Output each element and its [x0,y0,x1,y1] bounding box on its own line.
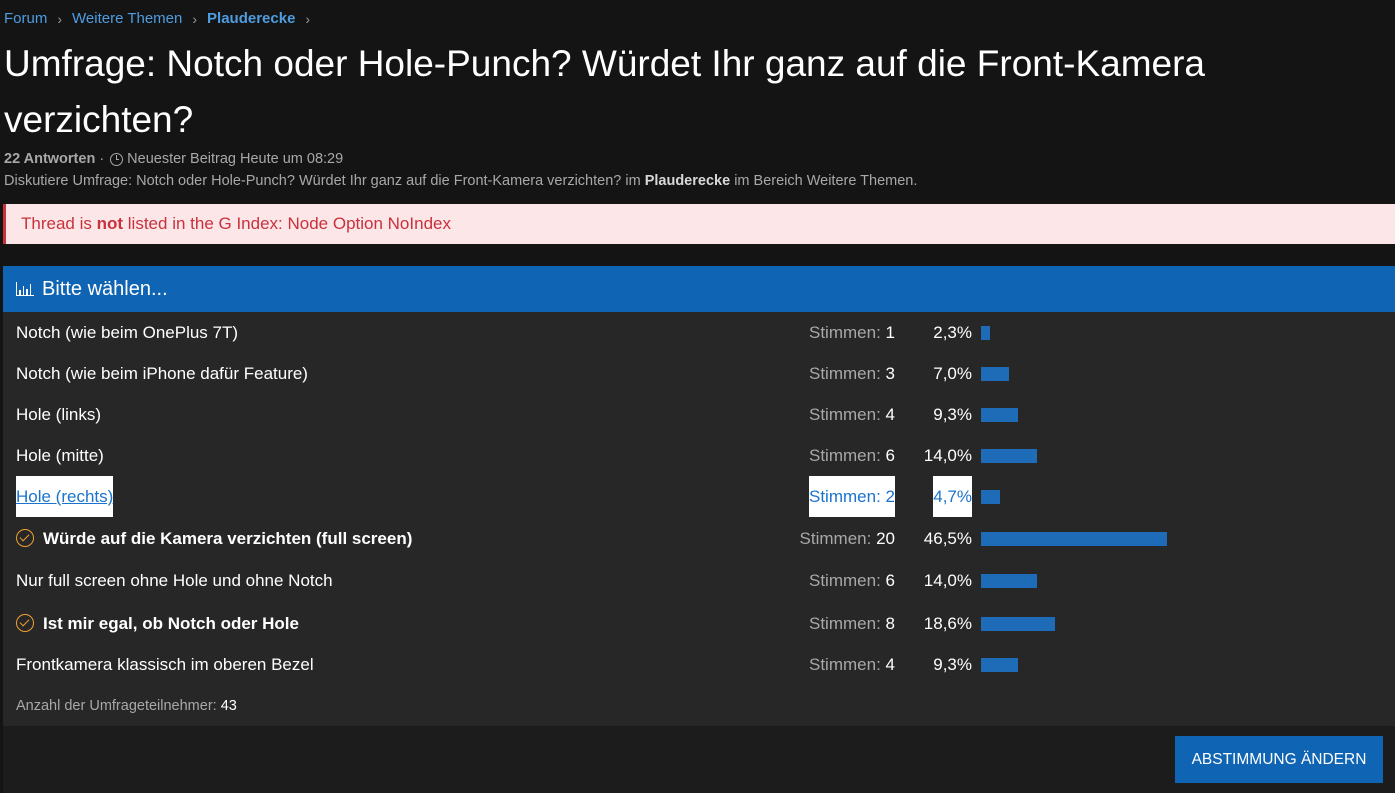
poll-option-votes: Stimmen: 4 [809,644,895,685]
noindex-alert: Thread is not listed in the G Index: Nod… [3,204,1395,244]
poll-header: Bitte wählen... [3,266,1395,312]
votes-count: 4 [885,655,895,674]
poll-option-label: Hole (links) [16,405,102,424]
poll-option-bar [981,326,990,340]
poll-option-row: Notch (wie beim iPhone dafür Feature) Sti… [3,353,1395,394]
thread-meta: 22 Antworten · Neuester Beitrag Heute um… [4,151,343,167]
poll-option-bar [981,532,1167,546]
alert-text-pre: Thread is [21,214,92,233]
breadcrumb: Forum › Weitere Themen › Plauderecke › [4,10,320,27]
reply-count: 22 Antworten [4,151,96,167]
poll-option-bar [981,449,1037,463]
thread-description: Diskutiere Umfrage: Notch oder Hole-Punc… [4,173,917,189]
votes-count: 6 [885,571,895,590]
poll-option-label: Frontkamera klassisch im oberen Bezel [16,655,314,674]
poll-option-percent: 9,3% [933,655,972,674]
votes-label: Stimmen: [809,405,881,424]
breadcrumb-plauderecke[interactable]: Plauderecke [207,10,296,27]
poll-option-label: Notch (wie beim iPhone dafür Feature) [16,364,308,383]
latest-post: Neuester Beitrag Heute um 08:29 [127,151,344,167]
poll-option-row: Notch (wie beim OnePlus 7T) Stimmen: 1 2,3… [3,312,1395,353]
poll-option-row: Hole (mitte) Stimmen: 6 14,0% [3,435,1395,476]
poll-option-row: Hole (rechts) Stimmen: 2 4,7% [3,476,1395,517]
check-circle-icon [16,614,34,632]
poll-option-percent: 7,0% [933,364,972,383]
poll-participants: Anzahl der Umfrageteilnehmer: 43 [16,698,237,714]
poll-option-row: Nur full screen ohne Hole und ohne Notch… [3,560,1395,601]
poll-option-bar [981,490,1000,504]
poll-option-percent: 4,7% [933,476,972,517]
participants-label: Anzahl der Umfrageteilnehmer: [16,698,217,714]
check-circle-icon [16,529,34,547]
votes-label: Stimmen: [809,571,881,590]
breadcrumb-forum[interactable]: Forum [4,10,48,27]
votes-label: Stimmen: [809,446,881,465]
poll-option-row: Ist mir egal, ob Notch oder Hole Stimmen:… [3,603,1395,644]
alert-text-post: listed in the G Index: Node Option NoInd… [127,214,451,233]
description-area: im Bereich Weitere Themen. [734,173,918,189]
poll-option-votes: Stimmen: 2 [809,476,895,517]
change-vote-button[interactable]: ABSTIMMUNG ÄNDERN [1175,736,1383,783]
votes-label: Stimmen: [809,487,881,506]
poll-option-row: Würde auf die Kamera verzichten (full sc… [3,518,1395,559]
alert-text-strong: not [96,214,124,233]
meta-separator: · [99,151,105,167]
poll-option-bar [981,367,1009,381]
poll-option-label: Ist mir egal, ob Notch oder Hole [43,614,299,633]
poll-option-votes: Stimmen: 8 [809,603,895,644]
votes-label: Stimmen: [799,529,872,548]
poll-option-votes: Stimmen: 1 [809,312,895,353]
votes-count: 20 [876,529,895,548]
poll-option-row: Frontkamera klassisch im oberen Bezel Sti… [3,644,1395,685]
poll-option-label: Nur full screen ohne Hole und ohne Notch [16,571,333,590]
votes-count: 8 [885,614,895,633]
poll-block: Bitte wählen... Notch (wie beim OnePlus … [3,266,1395,793]
poll-option-votes: Stimmen: 4 [809,394,895,435]
poll-option-bar [981,408,1018,422]
poll-option-label: Hole (rechts) [16,476,114,517]
votes-count: 1 [885,323,895,342]
bar-chart-icon [16,282,34,296]
breadcrumb-weitere-themen[interactable]: Weitere Themen [72,10,183,27]
votes-count: 3 [885,364,895,383]
breadcrumb-separator: › [57,10,63,27]
page-title: Umfrage: Notch oder Hole-Punch? Würdet I… [4,43,1206,140]
poll-option-bar [981,617,1055,631]
poll-option-label: Notch (wie beim OnePlus 7T) [16,323,239,342]
votes-count: 6 [885,446,895,465]
poll-option-percent: 18,6% [923,614,972,633]
poll-question: Bitte wählen... [42,278,168,300]
poll-option-percent: 9,3% [933,405,972,424]
poll-footer: ABSTIMMUNG ÄNDERN [3,726,1395,793]
poll-option-votes: Stimmen: 6 [809,435,895,476]
poll-option-votes: Stimmen: 3 [809,353,895,394]
votes-label: Stimmen: [809,364,881,383]
votes-count: 2 [885,487,895,506]
participants-count: 43 [220,698,237,714]
poll-option-percent: 2,3% [933,323,972,342]
poll-option-bar [981,658,1018,672]
votes-label: Stimmen: [809,614,881,633]
votes-label: Stimmen: [809,323,881,342]
breadcrumb-separator: › [192,10,198,27]
description-forum: Plauderecke [644,173,731,189]
breadcrumb-separator: › [305,10,311,27]
poll-option-label: Würde auf die Kamera verzichten (full sc… [43,529,413,548]
poll-option-votes: Stimmen: 6 [809,560,895,601]
clock-icon [110,152,124,166]
poll-option-percent: 14,0% [923,446,972,465]
poll-option-votes: Stimmen: 20 [800,518,895,559]
votes-label: Stimmen: [809,655,881,674]
votes-count: 4 [885,405,895,424]
poll-option-bar [981,574,1037,588]
poll-option-label: Hole (mitte) [16,446,104,465]
poll-option-row: Hole (links) Stimmen: 4 9,3% [3,394,1395,435]
poll-option-percent: 14,0% [923,571,972,590]
poll-option-percent: 46,5% [923,529,972,548]
description-text: Diskutiere Umfrage: Notch oder Hole-Punc… [4,173,641,189]
